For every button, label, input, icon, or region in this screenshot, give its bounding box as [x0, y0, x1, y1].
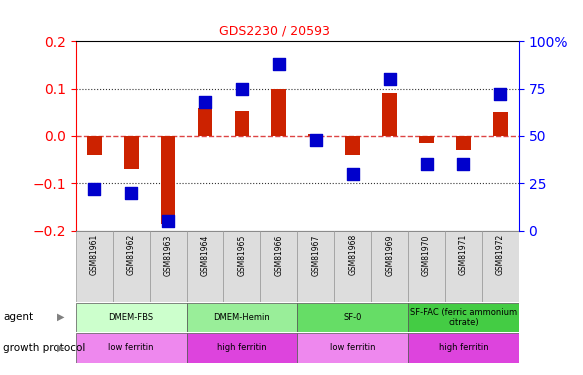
Bar — [113, 231, 150, 302]
Bar — [234, 111, 250, 136]
Bar — [297, 303, 408, 332]
Text: ▶: ▶ — [58, 312, 65, 322]
Text: GSM81972: GSM81972 — [496, 234, 505, 276]
Bar — [161, 136, 175, 224]
Point — [311, 137, 321, 143]
Text: GSM81965: GSM81965 — [237, 234, 247, 276]
Bar — [187, 231, 223, 302]
Bar — [261, 231, 297, 302]
Point — [348, 171, 357, 177]
Bar — [124, 136, 139, 169]
Text: GSM81967: GSM81967 — [311, 234, 320, 276]
Point — [201, 99, 210, 105]
Point — [385, 76, 394, 82]
Bar — [493, 112, 508, 136]
Text: agent: agent — [3, 312, 33, 322]
Bar — [297, 333, 408, 363]
Text: SF-FAC (ferric ammonium
citrate): SF-FAC (ferric ammonium citrate) — [410, 308, 517, 327]
Bar — [76, 231, 113, 302]
Bar — [76, 303, 187, 332]
Point — [274, 61, 283, 67]
Text: GSM81970: GSM81970 — [422, 234, 431, 276]
Bar — [482, 231, 519, 302]
Bar — [408, 231, 445, 302]
Bar — [76, 333, 187, 363]
Point — [127, 190, 136, 196]
Text: GSM81962: GSM81962 — [127, 234, 136, 276]
Bar — [345, 136, 360, 155]
Point — [422, 161, 431, 167]
Bar — [297, 231, 334, 302]
Text: GSM81969: GSM81969 — [385, 234, 394, 276]
Text: high ferritin: high ferritin — [217, 344, 267, 352]
Text: GSM81966: GSM81966 — [275, 234, 283, 276]
Text: GSM81963: GSM81963 — [164, 234, 173, 276]
Bar — [419, 136, 434, 143]
Bar — [382, 93, 397, 136]
Bar — [334, 231, 371, 302]
Text: high ferritin: high ferritin — [438, 344, 489, 352]
Point — [163, 218, 173, 224]
Bar — [272, 88, 286, 136]
Text: GSM81961: GSM81961 — [90, 234, 99, 276]
Point — [90, 186, 99, 192]
Text: low ferritin: low ferritin — [330, 344, 375, 352]
Text: DMEM-Hemin: DMEM-Hemin — [213, 313, 271, 322]
Bar — [456, 136, 471, 150]
Text: growth protocol: growth protocol — [3, 343, 85, 353]
Point — [496, 91, 505, 97]
Bar — [408, 333, 519, 363]
Text: ▶: ▶ — [58, 343, 65, 353]
Bar — [223, 231, 261, 302]
Point — [459, 161, 468, 167]
Bar — [198, 108, 212, 136]
Bar — [445, 231, 482, 302]
Bar — [87, 136, 101, 155]
Text: DMEM-FBS: DMEM-FBS — [108, 313, 154, 322]
Bar — [187, 303, 297, 332]
Bar — [150, 231, 187, 302]
Text: GSM81964: GSM81964 — [201, 234, 209, 276]
Text: low ferritin: low ferritin — [108, 344, 154, 352]
Text: GSM81971: GSM81971 — [459, 234, 468, 276]
Text: GDS2230 / 20593: GDS2230 / 20593 — [219, 24, 329, 38]
Text: SF-0: SF-0 — [343, 313, 362, 322]
Bar — [187, 333, 297, 363]
Bar — [308, 134, 323, 136]
Text: GSM81968: GSM81968 — [348, 234, 357, 276]
Point — [237, 86, 247, 92]
Bar — [371, 231, 408, 302]
Bar — [408, 303, 519, 332]
